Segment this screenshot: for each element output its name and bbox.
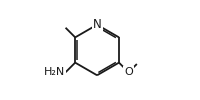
Text: N: N	[93, 18, 101, 31]
Text: O: O	[124, 67, 133, 77]
Text: H₂N: H₂N	[44, 67, 66, 77]
